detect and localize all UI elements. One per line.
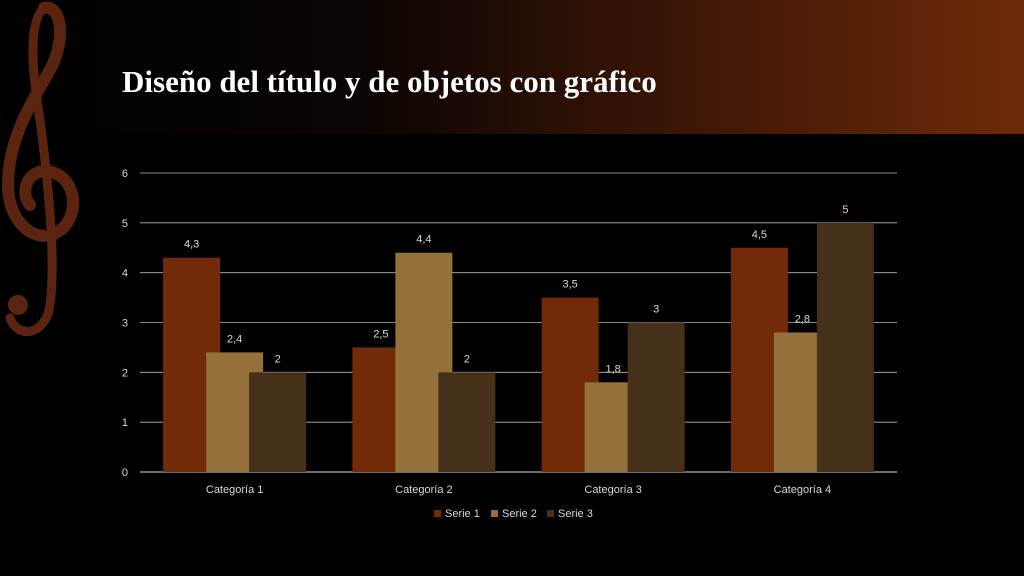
legend-label: Serie 2 [502, 508, 537, 520]
bar [816, 222, 874, 472]
bar [249, 372, 307, 472]
bar [627, 322, 685, 472]
axes: 0 1 2 3 4 5 6 Categoría 1 Categoría 2 Categoría 3… [122, 168, 831, 496]
legend: Serie 1 Serie 2 Serie 3 [434, 508, 593, 520]
legend-swatch [547, 510, 554, 517]
data-label: 2,4 [227, 333, 242, 345]
legend-label: Serie 3 [558, 508, 593, 520]
data-label: 4,3 [184, 239, 199, 251]
x-tick-label: Categoría 3 [584, 484, 641, 496]
legend-swatch [434, 510, 441, 517]
data-label: 1,8 [605, 363, 620, 375]
x-tick-label: Categoría 4 [774, 484, 831, 496]
data-label: 4,5 [752, 229, 767, 241]
data-label: 5 [842, 204, 848, 216]
legend-label: Serie 1 [445, 508, 480, 520]
treble-clef-decoration [1, 1, 79, 337]
y-tick-label: 5 [122, 218, 128, 230]
y-tick-label: 6 [122, 168, 128, 180]
title-band [0, 0, 1024, 134]
legend-swatch [491, 510, 498, 517]
y-tick-label: 0 [122, 467, 128, 479]
data-label: 2 [464, 353, 470, 365]
x-tick-label: Categoría 2 [395, 484, 452, 496]
data-label: 2,8 [795, 313, 810, 325]
bars [163, 222, 874, 472]
bar [438, 372, 496, 472]
data-label: 3,5 [562, 279, 577, 291]
data-label: 2,5 [373, 328, 388, 340]
data-label: 4,4 [416, 234, 431, 246]
data-labels: 4,3 2,4 2 2,5 4,4 2 3,5 1,8 3 4,5 2,8 5 [184, 204, 848, 375]
x-tick-label: Categoría 1 [206, 484, 263, 496]
data-label: 2 [275, 353, 281, 365]
y-tick-label: 4 [122, 268, 128, 280]
y-tick-label: 1 [122, 417, 128, 429]
data-label: 3 [653, 304, 659, 316]
y-tick-label: 2 [122, 367, 128, 379]
y-tick-label: 3 [122, 318, 128, 330]
page-title: Diseño del título y de objetos con gráfi… [122, 64, 657, 99]
